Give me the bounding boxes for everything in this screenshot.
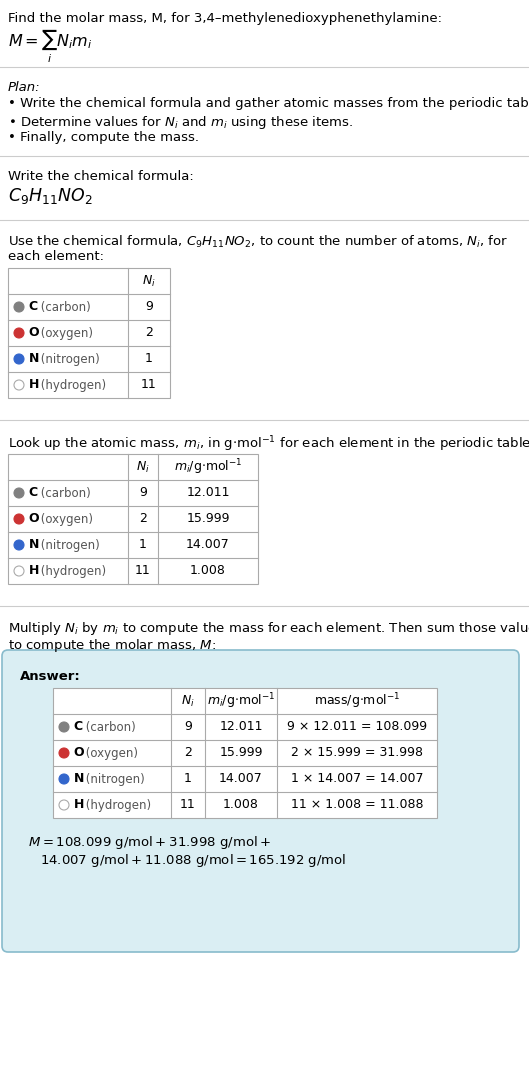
Text: 9: 9 xyxy=(139,486,147,499)
Circle shape xyxy=(14,514,24,524)
Text: $M = 108.099\ \mathrm{g/mol} + 31.998\ \mathrm{g/mol} +$: $M = 108.099\ \mathrm{g/mol} + 31.998\ \… xyxy=(28,834,271,851)
Circle shape xyxy=(14,489,24,498)
Text: $C_9H_{11}NO_2$: $C_9H_{11}NO_2$ xyxy=(8,186,93,206)
Text: 15.999: 15.999 xyxy=(186,512,230,525)
Text: (oxygen): (oxygen) xyxy=(37,512,93,525)
Text: (hydrogen): (hydrogen) xyxy=(37,379,106,392)
Text: $\mathbf{O}$: $\mathbf{O}$ xyxy=(28,512,40,525)
Text: 15.999: 15.999 xyxy=(219,747,263,760)
Text: to compute the molar mass, $M$:: to compute the molar mass, $M$: xyxy=(8,637,216,654)
Circle shape xyxy=(14,354,24,364)
Text: 1.008: 1.008 xyxy=(223,798,259,811)
Text: $m_i$/g$\cdot$mol$^{-1}$: $m_i$/g$\cdot$mol$^{-1}$ xyxy=(207,691,275,711)
Text: • Write the chemical formula and gather atomic masses from the periodic table.: • Write the chemical formula and gather … xyxy=(8,97,529,110)
Circle shape xyxy=(14,540,24,550)
Text: $\mathbf{H}$: $\mathbf{H}$ xyxy=(73,798,84,811)
Text: $\mathbf{H}$: $\mathbf{H}$ xyxy=(28,379,39,392)
Text: Multiply $N_i$ by $m_i$ to compute the mass for each element. Then sum those val: Multiply $N_i$ by $m_i$ to compute the m… xyxy=(8,620,529,637)
Text: 1: 1 xyxy=(145,353,153,366)
Circle shape xyxy=(59,774,69,784)
Text: • Finally, compute the mass.: • Finally, compute the mass. xyxy=(8,131,199,144)
Text: $M = \sum_i N_i m_i$: $M = \sum_i N_i m_i$ xyxy=(8,28,92,66)
Text: $\mathbf{C}$: $\mathbf{C}$ xyxy=(73,721,84,734)
Text: $\mathbf{H}$: $\mathbf{H}$ xyxy=(28,565,39,578)
Circle shape xyxy=(59,722,69,732)
Text: 1 × 14.007 = 14.007: 1 × 14.007 = 14.007 xyxy=(291,773,423,785)
Text: 11: 11 xyxy=(141,379,157,392)
Text: $N_i$: $N_i$ xyxy=(142,273,156,288)
Text: 11: 11 xyxy=(180,798,196,811)
Text: $\mathbf{C}$: $\mathbf{C}$ xyxy=(28,300,39,313)
Text: 2 × 15.999 = 31.998: 2 × 15.999 = 31.998 xyxy=(291,747,423,760)
Text: (carbon): (carbon) xyxy=(37,486,91,499)
Text: Plan:: Plan: xyxy=(8,81,41,94)
Text: • Determine values for $N_i$ and $m_i$ using these items.: • Determine values for $N_i$ and $m_i$ u… xyxy=(8,114,353,131)
Text: 12.011: 12.011 xyxy=(219,721,263,734)
Text: 1: 1 xyxy=(139,538,147,552)
Text: 2: 2 xyxy=(184,747,192,760)
Bar xyxy=(53,688,437,818)
Circle shape xyxy=(14,380,24,390)
Text: 9 × 12.011 = 108.099: 9 × 12.011 = 108.099 xyxy=(287,721,427,734)
FancyBboxPatch shape xyxy=(2,650,519,952)
Circle shape xyxy=(59,748,69,758)
Circle shape xyxy=(14,302,24,312)
Text: $m_i$/g$\cdot$mol$^{-1}$: $m_i$/g$\cdot$mol$^{-1}$ xyxy=(174,457,242,477)
Text: $\mathbf{O}$: $\mathbf{O}$ xyxy=(28,326,40,340)
Text: (nitrogen): (nitrogen) xyxy=(82,773,145,785)
Text: $\mathbf{N}$: $\mathbf{N}$ xyxy=(28,538,39,552)
Circle shape xyxy=(59,799,69,810)
Circle shape xyxy=(14,328,24,338)
Text: 11: 11 xyxy=(135,565,151,578)
Text: (nitrogen): (nitrogen) xyxy=(37,538,100,552)
Text: 2: 2 xyxy=(139,512,147,525)
Text: 12.011: 12.011 xyxy=(186,486,230,499)
Text: (hydrogen): (hydrogen) xyxy=(82,798,151,811)
Text: $\mathbf{C}$: $\mathbf{C}$ xyxy=(28,486,39,499)
Text: (hydrogen): (hydrogen) xyxy=(37,565,106,578)
Text: each element:: each element: xyxy=(8,250,104,263)
Text: (nitrogen): (nitrogen) xyxy=(37,353,100,366)
Bar xyxy=(8,268,170,398)
Text: $N_i$: $N_i$ xyxy=(181,693,195,709)
Text: $N_i$: $N_i$ xyxy=(136,459,150,475)
Text: 1: 1 xyxy=(184,773,192,785)
Text: 2: 2 xyxy=(145,326,153,340)
Text: $\mathbf{N}$: $\mathbf{N}$ xyxy=(28,353,39,366)
Text: 14.007: 14.007 xyxy=(219,773,263,785)
Text: $\mathbf{O}$: $\mathbf{O}$ xyxy=(73,747,85,760)
Text: 14.007: 14.007 xyxy=(186,538,230,552)
Text: (oxygen): (oxygen) xyxy=(37,326,93,340)
Bar xyxy=(8,454,258,584)
Text: Look up the atomic mass, $m_i$, in g$\cdot$mol$^{-1}$ for each element in the pe: Look up the atomic mass, $m_i$, in g$\cd… xyxy=(8,434,529,454)
Text: 11 × 1.008 = 11.088: 11 × 1.008 = 11.088 xyxy=(291,798,423,811)
Text: Answer:: Answer: xyxy=(20,670,81,683)
Text: Write the chemical formula:: Write the chemical formula: xyxy=(8,170,194,183)
Text: Use the chemical formula, $C_9H_{11}NO_2$, to count the number of atoms, $N_i$, : Use the chemical formula, $C_9H_{11}NO_2… xyxy=(8,233,508,250)
Text: (carbon): (carbon) xyxy=(82,721,136,734)
Text: Find the molar mass, M, for 3,4–methylenedioxyphenethylamine:: Find the molar mass, M, for 3,4–methylen… xyxy=(8,12,442,25)
Text: 9: 9 xyxy=(145,300,153,313)
Text: 1.008: 1.008 xyxy=(190,565,226,578)
Text: mass/g$\cdot$mol$^{-1}$: mass/g$\cdot$mol$^{-1}$ xyxy=(314,691,400,711)
Text: 9: 9 xyxy=(184,721,192,734)
Text: $\mathbf{N}$: $\mathbf{N}$ xyxy=(73,773,84,785)
Text: (carbon): (carbon) xyxy=(37,300,91,313)
Circle shape xyxy=(14,566,24,576)
Text: $14.007\ \mathrm{g/mol} + 11.088\ \mathrm{g/mol} = 165.192\ \mathrm{g/mol}$: $14.007\ \mathrm{g/mol} + 11.088\ \mathr… xyxy=(40,852,346,869)
Text: (oxygen): (oxygen) xyxy=(82,747,138,760)
